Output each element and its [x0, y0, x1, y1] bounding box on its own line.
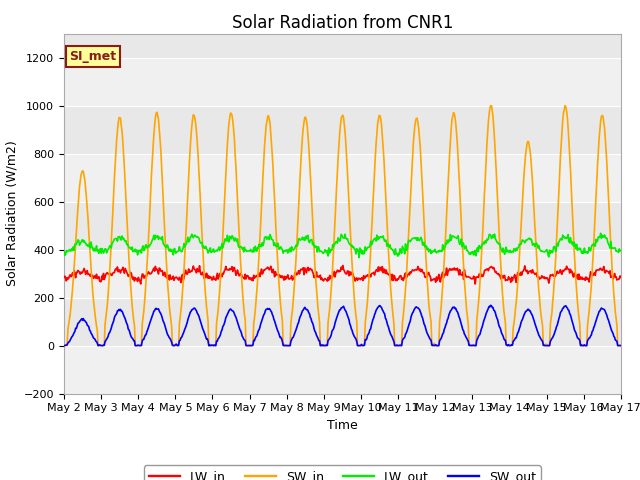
SW_out: [410, 307, 418, 312]
SW_in: [428, 319, 435, 325]
LW_out: [214, 248, 221, 254]
LW_in: [472, 281, 479, 287]
Title: Solar Radiation from CNR1: Solar Radiation from CNR1: [232, 14, 453, 32]
SW_in: [617, 343, 625, 348]
LW_in: [428, 278, 435, 284]
SW_out: [617, 343, 625, 348]
Bar: [64, 346, 621, 394]
Bar: [64, 58, 621, 106]
LW_in: [411, 267, 419, 273]
Line: LW_in: LW_in: [64, 265, 621, 284]
Line: SW_out: SW_out: [64, 305, 621, 346]
LW_out: [70, 247, 78, 253]
SW_in: [61, 343, 68, 348]
SW_in: [411, 123, 419, 129]
Y-axis label: Solar Radiation (W/m2): Solar Radiation (W/m2): [5, 141, 18, 287]
SW_out: [184, 317, 192, 323]
SW_in: [60, 342, 68, 348]
LW_out: [184, 234, 192, 240]
LW_in: [617, 275, 625, 280]
LW_in: [214, 270, 221, 276]
LW_in: [70, 267, 78, 273]
Line: SW_in: SW_in: [64, 106, 621, 346]
Bar: [64, 250, 621, 298]
LW_out: [127, 247, 135, 252]
LW_out: [617, 248, 625, 253]
SW_in: [128, 303, 136, 309]
LW_in: [184, 270, 192, 276]
SW_out: [487, 302, 495, 308]
SW_in: [71, 254, 79, 260]
LW_in: [127, 271, 135, 276]
LW_in: [60, 274, 68, 280]
Bar: [64, 154, 621, 202]
LW_out: [597, 230, 605, 236]
Legend: LW_in, SW_in, LW_out, SW_out: LW_in, SW_in, LW_out, SW_out: [144, 465, 541, 480]
LW_in: [339, 263, 347, 268]
LW_out: [428, 251, 435, 256]
SW_out: [70, 330, 78, 336]
SW_out: [127, 334, 135, 340]
SW_in: [561, 103, 569, 108]
SW_in: [185, 173, 193, 179]
SW_out: [426, 336, 434, 342]
X-axis label: Time: Time: [327, 419, 358, 432]
Text: SI_met: SI_met: [70, 50, 116, 63]
LW_out: [355, 255, 363, 261]
LW_out: [60, 249, 68, 254]
LW_out: [411, 235, 419, 240]
SW_out: [214, 338, 221, 344]
SW_in: [214, 308, 222, 313]
SW_out: [60, 343, 68, 348]
Line: LW_out: LW_out: [64, 233, 621, 258]
